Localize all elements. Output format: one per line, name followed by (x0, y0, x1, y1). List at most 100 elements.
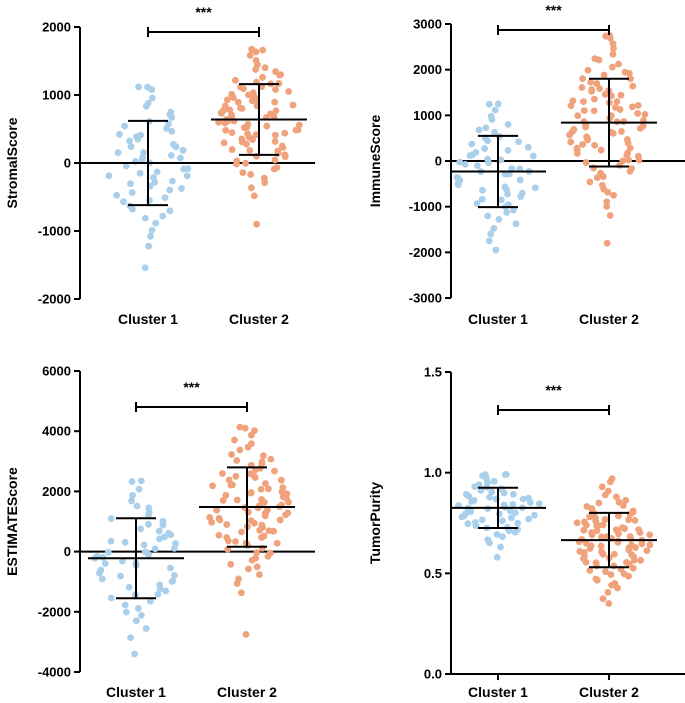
data-point (271, 98, 279, 106)
significance-label: *** (183, 379, 200, 395)
data-point (127, 634, 135, 642)
data-point (169, 577, 177, 585)
data-point (223, 521, 231, 528)
y-axis-title: TumorPurity (367, 482, 383, 564)
data-point (159, 212, 167, 220)
data-point (128, 497, 136, 505)
data-point (258, 458, 266, 466)
data-point (167, 108, 175, 116)
data-point (618, 524, 626, 532)
data-point (606, 212, 614, 219)
data-point (256, 571, 263, 578)
data-point (497, 543, 504, 551)
data-point (238, 589, 245, 597)
data-point (107, 515, 115, 522)
data-point (468, 140, 476, 148)
data-point (623, 558, 630, 566)
significance-label: *** (195, 4, 212, 20)
data-point (281, 151, 289, 159)
category-label: Cluster 2 (579, 311, 639, 327)
y-tick-label: 0 (64, 156, 71, 171)
data-point (266, 549, 274, 557)
data-point (241, 424, 249, 432)
data-point (223, 534, 231, 541)
data-point (499, 533, 506, 541)
data-point (145, 504, 153, 512)
data-point (614, 512, 622, 520)
data-point (166, 207, 174, 215)
data-point (597, 169, 605, 177)
data-point (225, 476, 233, 484)
data-point (590, 95, 598, 103)
data-point (121, 601, 129, 609)
y-tick-label: 1.5 (424, 365, 442, 380)
data-point (145, 520, 152, 528)
y-tick-label: -2000 (38, 292, 71, 307)
data-point (595, 499, 603, 507)
y-tick-label: -1000 (38, 224, 71, 239)
data-point (259, 46, 267, 54)
data-point (127, 180, 134, 188)
data-point (490, 224, 498, 232)
data-point (510, 206, 517, 214)
data-point (592, 559, 600, 567)
y-tick-label: -4000 (38, 665, 71, 680)
data-point (473, 162, 481, 170)
y-tick-label: 3000 (413, 17, 442, 32)
data-point (228, 90, 235, 98)
category-label: Cluster 2 (579, 684, 639, 700)
data-point (578, 84, 586, 91)
data-point (122, 162, 130, 170)
y-tick-label: 1.0 (424, 465, 442, 480)
data-point (498, 485, 506, 493)
data-point (491, 106, 499, 114)
data-point (120, 198, 127, 206)
data-point (579, 141, 587, 148)
data-point (530, 511, 538, 519)
data-point (258, 521, 266, 529)
data-point (622, 496, 630, 504)
data-point (107, 537, 115, 545)
data-point (127, 143, 135, 151)
data-point (236, 446, 244, 454)
data-point (495, 510, 503, 518)
category-label: Cluster 2 (229, 311, 289, 327)
data-point (481, 145, 489, 152)
data-point (615, 60, 622, 68)
data-point (504, 147, 512, 154)
data-point (582, 539, 590, 547)
data-point (278, 142, 286, 150)
data-point (501, 183, 509, 191)
data-point (276, 516, 284, 524)
data-point (588, 86, 596, 93)
data-point (101, 560, 109, 567)
category-label: Cluster 2 (217, 684, 277, 700)
data-point (232, 472, 240, 480)
data-point (574, 112, 582, 120)
data-point (248, 440, 255, 448)
data-point (260, 532, 268, 540)
data-point (137, 131, 145, 139)
data-point (479, 186, 486, 194)
data-point (514, 519, 522, 527)
data-point (277, 71, 284, 79)
data-point (598, 181, 606, 189)
data-point (605, 600, 613, 607)
data-point (611, 579, 619, 587)
data-point (583, 133, 591, 141)
data-point (586, 178, 594, 186)
data-point (490, 477, 498, 485)
data-point (579, 75, 586, 83)
data-point (271, 467, 278, 475)
data-point (626, 533, 634, 540)
data-point (485, 237, 493, 245)
data-point (219, 470, 226, 477)
data-point (258, 496, 265, 503)
data-point (137, 525, 145, 533)
data-point (608, 475, 616, 483)
data-point (135, 83, 142, 91)
data-point (265, 485, 272, 493)
data-point (610, 550, 618, 558)
data-point (252, 56, 260, 64)
data-point (242, 630, 250, 638)
